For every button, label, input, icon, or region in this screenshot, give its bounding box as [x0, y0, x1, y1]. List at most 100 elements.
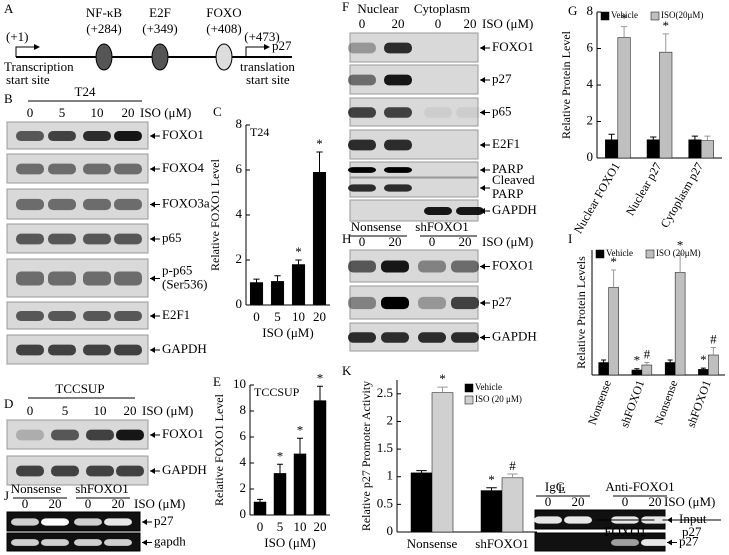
y-tick-label: 1.5 — [377, 440, 393, 455]
label-arrow-head — [150, 313, 155, 319]
unit-label: ISO (μM) — [142, 403, 193, 418]
site-oval — [151, 43, 169, 71]
bar — [631, 369, 643, 376]
cell-line: T24 — [75, 84, 96, 99]
group-label: Anti-FOXO1 — [605, 479, 674, 494]
x-tick-label: 5 — [274, 309, 281, 324]
label-arrow-head — [480, 45, 485, 51]
error-bar — [507, 473, 518, 478]
band — [86, 465, 114, 477]
start-label: Transcription — [4, 59, 74, 74]
band — [456, 207, 484, 215]
band — [11, 518, 39, 526]
significance-marker: * — [634, 353, 641, 368]
legend-swatch — [650, 11, 660, 21]
y-axis-label: Relative p27 Promoter Activity — [359, 381, 373, 531]
x-axis-label: ISO (μM) — [262, 325, 313, 340]
chart-title: TCCSUP — [254, 385, 300, 399]
site-oval — [215, 43, 233, 71]
error-bar — [601, 359, 607, 363]
band — [48, 198, 76, 211]
bar — [270, 281, 285, 306]
bar — [641, 364, 653, 376]
row-label: Input — [679, 511, 707, 526]
significance-marker: * — [295, 244, 302, 259]
row-label: FOXO1 — [492, 39, 534, 54]
position: (+1) — [6, 29, 29, 44]
position: (+473) — [244, 29, 280, 44]
start-label: start site — [6, 72, 50, 87]
significance-marker: # — [644, 346, 651, 361]
label-arrow-head — [480, 167, 485, 173]
unit-label: ISO (μM) — [134, 496, 185, 511]
y-tick-label: 2 — [236, 251, 243, 266]
row-label: p-p65 — [162, 262, 192, 277]
gel-lane-strip — [6, 511, 141, 532]
bar — [501, 477, 524, 533]
bar — [410, 472, 433, 533]
band — [116, 465, 144, 477]
site-name: NF-κB — [86, 5, 122, 20]
y-tick-label: 4 — [587, 76, 594, 91]
y-tick-label: 2 — [587, 112, 594, 127]
significance-marker: * — [297, 422, 304, 437]
legend-swatch — [464, 383, 474, 393]
band — [451, 296, 479, 310]
blot-strip — [349, 32, 479, 63]
lane-label: 5 — [62, 403, 69, 418]
band — [451, 332, 479, 343]
label-arrow-head — [480, 208, 485, 214]
band — [348, 260, 376, 273]
label-arrow-head — [480, 334, 485, 341]
error-bar — [608, 133, 615, 140]
band — [348, 74, 376, 86]
band — [41, 518, 69, 526]
y-tick-label: 6 — [240, 428, 247, 443]
band — [348, 167, 376, 173]
lane-label: 0 — [85, 496, 92, 511]
bar — [708, 354, 719, 376]
band — [348, 42, 376, 54]
label-arrow-head — [150, 347, 155, 353]
band — [418, 332, 446, 343]
legend-swatch — [600, 11, 610, 21]
band — [114, 198, 142, 211]
y-tick-label: 6 — [236, 161, 243, 176]
lane-label: 20 — [459, 234, 472, 249]
band — [114, 271, 142, 286]
band — [83, 271, 111, 286]
bar — [617, 37, 631, 159]
band — [48, 310, 76, 322]
gel-lane-strip — [6, 532, 141, 552]
panel-letter: E — [213, 374, 221, 389]
significance-marker: * — [317, 370, 324, 385]
significance-marker: * — [439, 371, 446, 386]
error-bar — [611, 269, 617, 288]
lane-label: 0 — [359, 16, 366, 31]
error-bar — [416, 470, 427, 473]
y-tick-label: 2 — [240, 480, 247, 495]
band — [48, 271, 76, 286]
band — [348, 332, 376, 343]
significance-marker: # — [509, 458, 516, 473]
bar — [608, 287, 619, 376]
x-tick-label: Cytoplasm p27 — [658, 160, 707, 230]
bar — [700, 140, 714, 159]
arrow-head — [34, 44, 40, 50]
row-label: GAPDH — [162, 462, 207, 477]
error-bar — [620, 26, 628, 38]
band — [51, 429, 79, 441]
band — [114, 344, 142, 356]
bar — [313, 400, 327, 516]
lane-label: 20 — [392, 16, 405, 31]
bar — [646, 139, 660, 159]
y-tick-label: 1 — [387, 468, 394, 483]
band — [51, 465, 79, 477]
band — [424, 107, 452, 118]
band — [116, 429, 144, 441]
label-arrow-head — [150, 275, 155, 282]
error-bar — [691, 135, 699, 140]
x-tick-label: Nonsense — [651, 378, 680, 427]
significance-marker: * — [621, 11, 628, 26]
error-bar — [700, 367, 706, 370]
